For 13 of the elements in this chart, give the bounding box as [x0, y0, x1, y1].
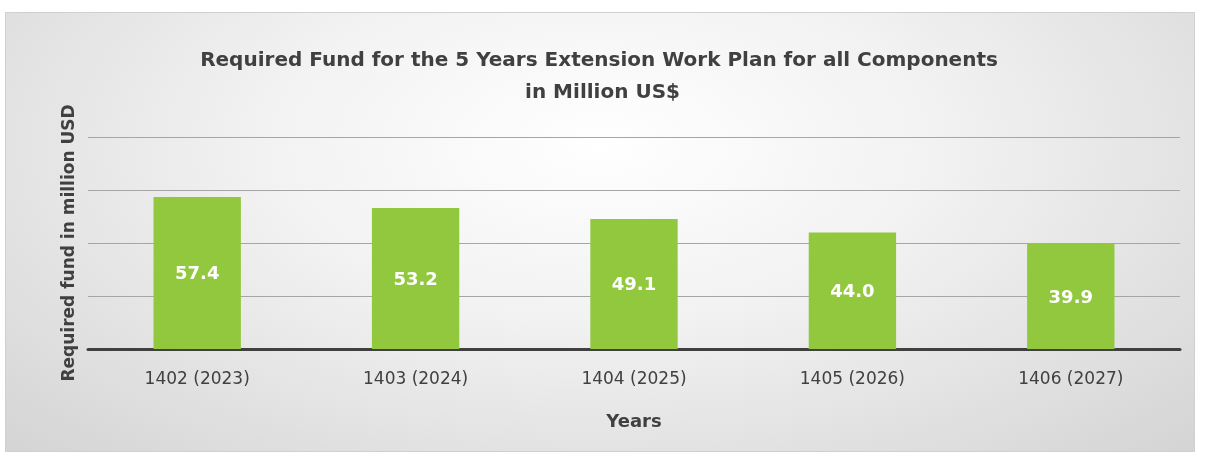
- x-tick-label: 1406 (2027): [1018, 367, 1124, 388]
- x-tick-label: 1403 (2024): [363, 367, 469, 388]
- chart-title: Required Fund for the 5 Years Extension Work Plan for all Components in Million US$: [200, 47, 1005, 103]
- data-label: 53.2: [393, 268, 438, 290]
- data-label: 39.9: [1048, 285, 1094, 307]
- data-label: 44.0: [830, 280, 875, 302]
- data-label: 57.4: [174, 262, 220, 284]
- x-tick-label: 1404 (2025): [581, 367, 687, 388]
- x-tick-label: 1402 (2023): [144, 367, 250, 388]
- data-label: 49.1: [611, 273, 657, 295]
- y-axis-title: Required fund in million USD: [57, 104, 78, 382]
- x-axis-title: Years: [605, 409, 662, 431]
- x-tick-label: 1405 (2026): [799, 367, 905, 388]
